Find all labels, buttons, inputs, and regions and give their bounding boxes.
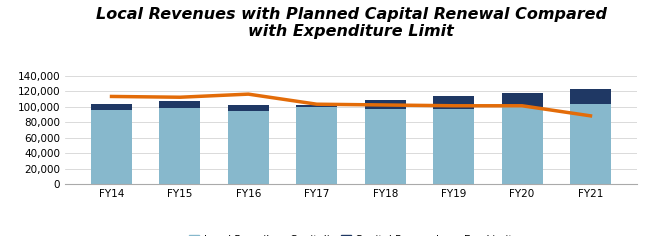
Text: Local Revenues with Planned Capital Renewal Compared
with Expenditure Limit: Local Revenues with Planned Capital Rene… <box>96 7 606 39</box>
Bar <box>159 101 200 108</box>
Bar <box>159 108 200 184</box>
Bar <box>91 104 132 110</box>
Bar <box>570 89 611 104</box>
Bar <box>502 93 543 107</box>
Bar <box>502 107 543 184</box>
Bar <box>433 97 474 109</box>
Bar <box>296 107 337 184</box>
Bar <box>296 105 337 107</box>
Bar <box>365 100 406 109</box>
Bar <box>433 109 474 184</box>
Bar <box>91 110 132 184</box>
Legend: Local Revs (less Capital), Capital Renewal, Exp Limit: Local Revs (less Capital), Capital Renew… <box>185 231 517 236</box>
Bar <box>365 109 406 184</box>
Bar <box>570 104 611 184</box>
Bar <box>228 105 269 111</box>
Bar <box>228 111 269 184</box>
